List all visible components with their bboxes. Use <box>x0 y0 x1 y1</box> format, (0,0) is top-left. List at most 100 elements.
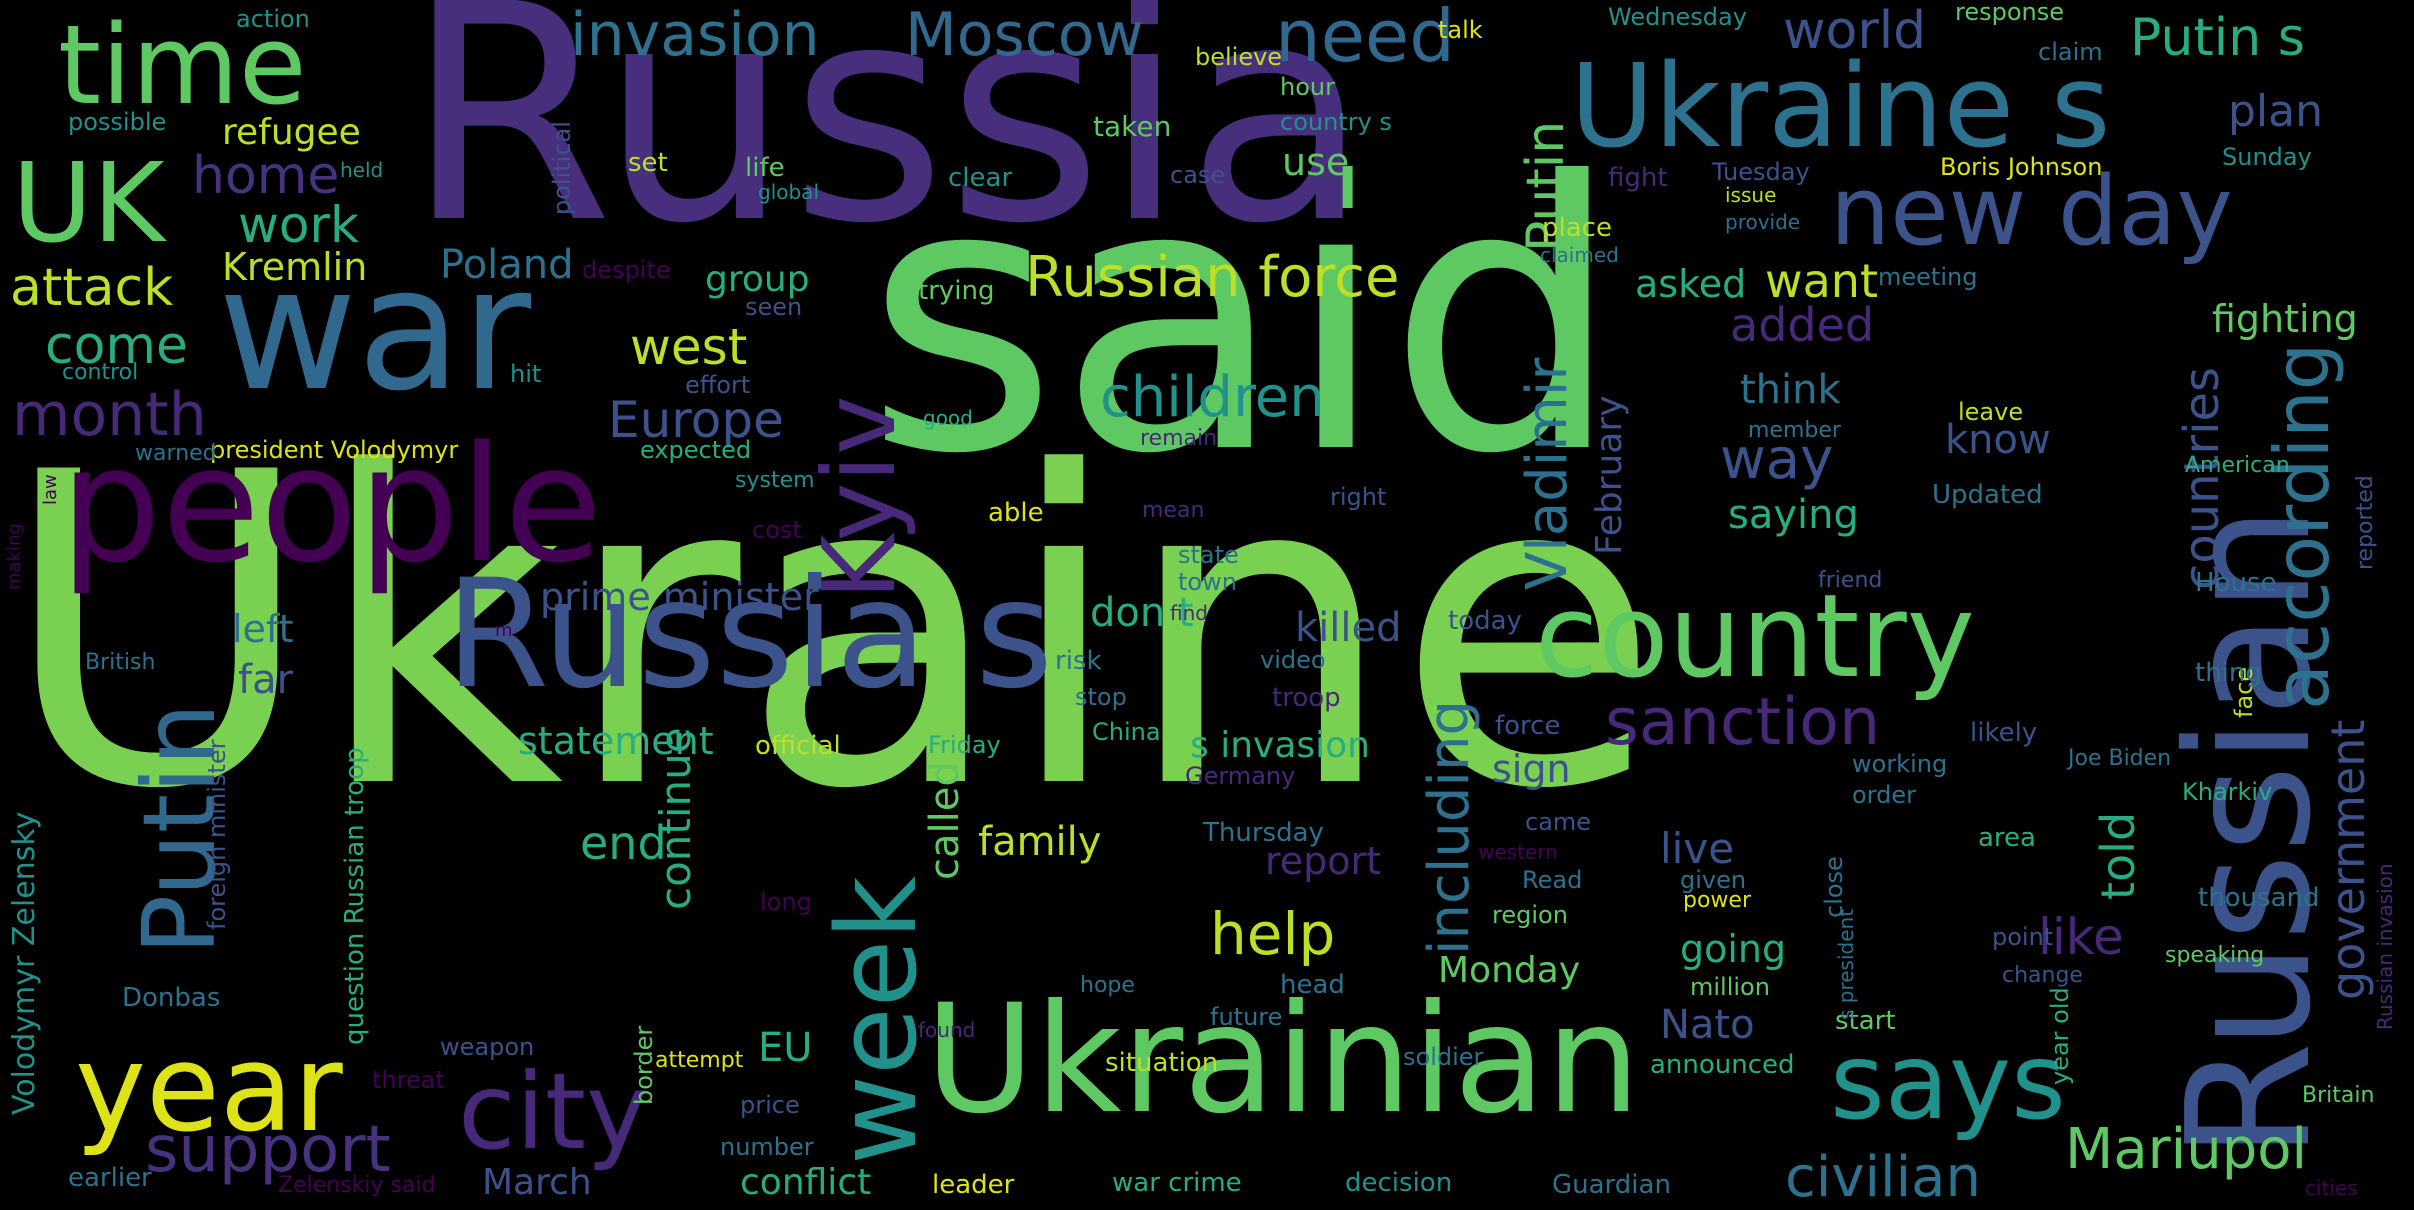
word-set: set <box>628 148 668 178</box>
word-given: given <box>1680 866 1747 894</box>
word-including: including <box>1417 699 1482 955</box>
word-saying: saying <box>1728 492 1859 538</box>
word-vladimir: Vladimir <box>1515 357 1580 590</box>
word-life: life <box>745 153 785 183</box>
word-group: group <box>705 259 810 300</box>
word-report: report <box>1265 839 1382 883</box>
word-joe-biden: Joe Biden <box>2068 746 2172 771</box>
word-house: House <box>2195 568 2277 598</box>
word-russia: Russia <box>405 0 1370 289</box>
word-home: home <box>192 146 340 206</box>
word-updated: Updated <box>1932 480 2043 510</box>
word-support: support <box>145 1113 391 1187</box>
word-m: m <box>495 620 513 641</box>
word-meeting: meeting <box>1878 263 1978 291</box>
word-guardian: Guardian <box>1552 1170 1671 1200</box>
word-china: China <box>1092 718 1161 746</box>
word-trying: trying <box>918 276 995 306</box>
word-today: today <box>1448 606 1522 636</box>
word-british: British <box>85 650 156 675</box>
word-town: town <box>1178 568 1237 596</box>
word-hit: hit <box>510 360 542 388</box>
word-time: time <box>58 1 307 129</box>
word-soldier: soldier <box>1403 1043 1484 1071</box>
word-fighting: fighting <box>2212 297 2358 341</box>
word-week: week <box>813 875 941 1165</box>
word-number: number <box>720 1133 814 1161</box>
word-possible: possible <box>68 108 167 136</box>
word-good: good <box>923 406 973 430</box>
word-s-president: s president <box>1834 908 1858 1020</box>
word-troop: troop <box>1272 683 1341 713</box>
word-weapon: weapon <box>440 1033 535 1061</box>
word-kyiv: Kyiv <box>801 395 918 600</box>
word-need: need <box>1275 0 1455 78</box>
word-volodymyr-zelensky: Volodymyr Zelensky <box>7 811 42 1115</box>
word-monday: Monday <box>1438 950 1581 991</box>
word-sunday: Sunday <box>2222 143 2312 171</box>
word-force: force <box>1495 711 1561 741</box>
word-claimed: claimed <box>1540 243 1619 267</box>
word-found: found <box>918 1018 976 1042</box>
word-s-invasion: s invasion <box>1190 725 1370 766</box>
word-according: according <box>2258 342 2346 710</box>
word-long: long <box>760 888 812 916</box>
word-tuesday: Tuesday <box>1712 158 1810 186</box>
word-american: American <box>2185 453 2290 478</box>
word-ukraine-s: Ukraine s <box>1570 40 2111 174</box>
word-foreign-minister: foreign minister <box>203 739 231 930</box>
word-far: far <box>238 657 294 703</box>
word-region: region <box>1492 901 1568 929</box>
word-mariupol: Mariupol <box>2065 1117 2308 1182</box>
word-russia-s: Russia s <box>445 548 1054 722</box>
word-sign: sign <box>1492 747 1571 791</box>
word-people: people <box>60 411 603 598</box>
word-price: price <box>740 1091 800 1119</box>
word-start: start <box>1835 1006 1896 1036</box>
word-called: called <box>922 761 968 880</box>
word-family: family <box>978 819 1102 865</box>
word-situation: situation <box>1105 1048 1219 1078</box>
word-told: told <box>2091 811 2145 900</box>
word-thousand: thousand <box>2198 883 2320 913</box>
word-year: year <box>75 1020 343 1159</box>
word-statement: statement <box>518 719 714 763</box>
word-day: day <box>2058 157 2233 267</box>
word-member: member <box>1748 418 1841 443</box>
word-thing: thing <box>2195 658 2262 688</box>
word-cities: cities <box>2305 1176 2358 1200</box>
word-plan: plan <box>2228 86 2324 137</box>
word-uk: UK <box>12 139 165 267</box>
word-place: place <box>1542 213 1612 243</box>
word-ukraine-main: Ukraine <box>0 383 1661 883</box>
word-countries: countries <box>2174 366 2230 590</box>
word-find: find <box>1170 601 1208 625</box>
word-claim: claim <box>2038 38 2103 66</box>
word-kremlin: Kremlin <box>222 245 368 289</box>
word-refugee: refugee <box>222 112 361 153</box>
word-decision: decision <box>1345 1168 1453 1198</box>
word-month: month <box>12 380 207 450</box>
word-donbas: Donbas <box>122 983 221 1013</box>
word-conflict: conflict <box>740 1162 872 1203</box>
word-control: control <box>62 360 139 385</box>
word-warned: warned <box>135 441 217 466</box>
word-new: new <box>1830 157 2027 267</box>
word-able: able <box>988 498 1044 528</box>
word-seen: seen <box>745 293 803 321</box>
word-stop: stop <box>1075 683 1127 711</box>
word-russian-invasion: Russian invasion <box>2373 863 2397 1030</box>
word-system: system <box>735 468 815 493</box>
word-action: action <box>236 5 310 33</box>
word-going: going <box>1680 927 1787 971</box>
word-killed: killed <box>1295 605 1402 651</box>
word-leader: leader <box>932 1170 1015 1200</box>
word-attempt: attempt <box>655 1048 744 1073</box>
word-case: case <box>1170 161 1226 189</box>
word-border: border <box>630 1025 658 1105</box>
word-continue: continue <box>651 727 700 910</box>
word-know: know <box>1945 417 2051 463</box>
word-country-s: country s <box>1280 108 1392 136</box>
word-political: political <box>548 121 576 215</box>
